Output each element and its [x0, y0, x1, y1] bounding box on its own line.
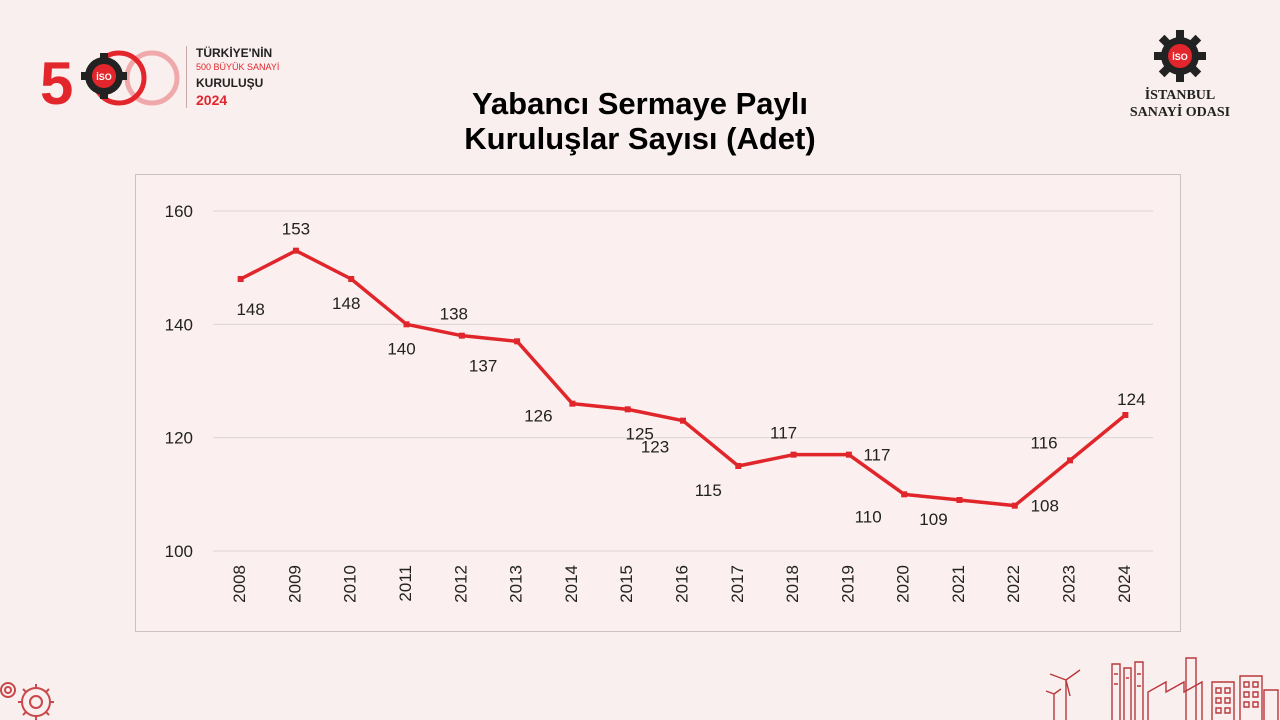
- data-point: [1122, 412, 1129, 418]
- data-point: [790, 451, 797, 458]
- chart-area: 100 120 140 160 2008 2009 2010 2011 2012 2013 2014…: [135, 174, 1181, 632]
- data-point: [735, 463, 742, 469]
- chart-title: Yabancı Sermaye Paylı Kuruluşlar Sayısı …: [0, 86, 1280, 156]
- logo-name-line-2: SANAYİ ODASI: [1129, 105, 1231, 120]
- x-tick-label: 2024: [1115, 565, 1134, 603]
- data-point: [514, 338, 521, 345]
- data-point: [901, 491, 908, 498]
- logo-istanbul-sanayi-odasi: İSO İSTANBUL SANAYİ ODASI: [1110, 28, 1250, 128]
- x-tick-label: 2014: [562, 565, 581, 603]
- data-point: [1067, 457, 1074, 464]
- data-label: 116: [1031, 433, 1058, 452]
- x-tick-label: 2012: [451, 565, 470, 603]
- series-line: [239, 248, 1127, 508]
- data-label: 126: [524, 407, 552, 426]
- x-tick-label: 2022: [1004, 565, 1023, 603]
- x-tick-label: 2020: [894, 565, 913, 603]
- x-tick-label: 2018: [783, 565, 802, 603]
- x-tick-label: 2011: [396, 565, 415, 602]
- line-chart: 100 120 140 160 2008 2009 2010 2011 2012 2013 2014…: [165, 202, 1153, 603]
- y-tick-label: 120: [165, 429, 193, 448]
- svg-text:İSO: İSO: [1172, 52, 1188, 62]
- data-label: 110: [855, 507, 882, 526]
- data-point: [956, 497, 963, 503]
- x-tick-label: 2023: [1060, 565, 1079, 603]
- data-point: [458, 332, 465, 339]
- data-label: 124: [1117, 390, 1145, 409]
- data-label: 117: [863, 446, 890, 465]
- logo-500-digit: 5: [40, 50, 73, 114]
- logo-line-3: KURULUŞU: [196, 76, 264, 90]
- data-label: 148: [236, 300, 264, 319]
- x-tick-label: 2019: [838, 565, 857, 603]
- x-tick-label: 2008: [230, 565, 249, 603]
- x-tick-label: 2009: [285, 565, 304, 603]
- y-tick-label: 160: [165, 202, 193, 221]
- data-label: 148: [332, 294, 360, 313]
- data-point: [624, 406, 631, 413]
- data-label: 109: [919, 510, 947, 529]
- data-label: 108: [1031, 497, 1059, 516]
- data-label: 123: [641, 438, 669, 457]
- data-label: 138: [440, 305, 468, 324]
- chart-title-line-2: Kuruluşlar Sayısı (Adet): [464, 121, 816, 156]
- y-tick-label: 140: [165, 315, 193, 334]
- gears-decoration-icon: [0, 682, 54, 720]
- chart-title-line-1: Yabancı Sermaye Paylı: [471, 86, 809, 121]
- x-tick-label: 2017: [728, 565, 747, 603]
- logo-year: 2024: [196, 92, 228, 108]
- data-point: [1011, 502, 1018, 509]
- data-point: [348, 276, 355, 282]
- logo-500-buyuk-sanayi: 5 İSO TÜRKİYE'NİN 500 BÜYÜK SANAYİ KURUL…: [40, 42, 300, 117]
- logo-name-line-1: İSTANBUL: [1144, 88, 1216, 103]
- factory-skyline-icon: [1045, 657, 1279, 720]
- logo-500-mark: 5 İSO: [40, 50, 180, 117]
- data-point: [403, 321, 410, 328]
- x-tick-label: 2016: [672, 565, 691, 603]
- svg-text:İSO: İSO: [96, 72, 112, 82]
- data-point: [680, 417, 686, 424]
- gear-icon: İSO: [1154, 30, 1206, 82]
- data-point: [845, 451, 852, 458]
- data-label: 140: [387, 339, 415, 358]
- logo-line-1: TÜRKİYE'NİN: [196, 46, 273, 60]
- x-tick-label: 2021: [949, 565, 968, 603]
- data-label: 137: [469, 356, 497, 375]
- data-point: [292, 247, 299, 254]
- logo-divider: [186, 46, 187, 108]
- data-label: 153: [282, 220, 310, 239]
- data-label: 115: [695, 481, 722, 500]
- logo-line-2: 500 BÜYÜK SANAYİ: [196, 62, 280, 72]
- gear-icon: İSO: [81, 53, 127, 99]
- data-label: 117: [770, 424, 797, 443]
- data-point: [237, 276, 244, 282]
- x-tick-label: 2015: [617, 565, 636, 603]
- data-point: [569, 400, 576, 407]
- x-tick-label: 2010: [341, 565, 360, 603]
- x-tick-label: 2013: [507, 565, 526, 603]
- data-label: 125: [626, 424, 654, 443]
- y-tick-label: 100: [165, 542, 193, 561]
